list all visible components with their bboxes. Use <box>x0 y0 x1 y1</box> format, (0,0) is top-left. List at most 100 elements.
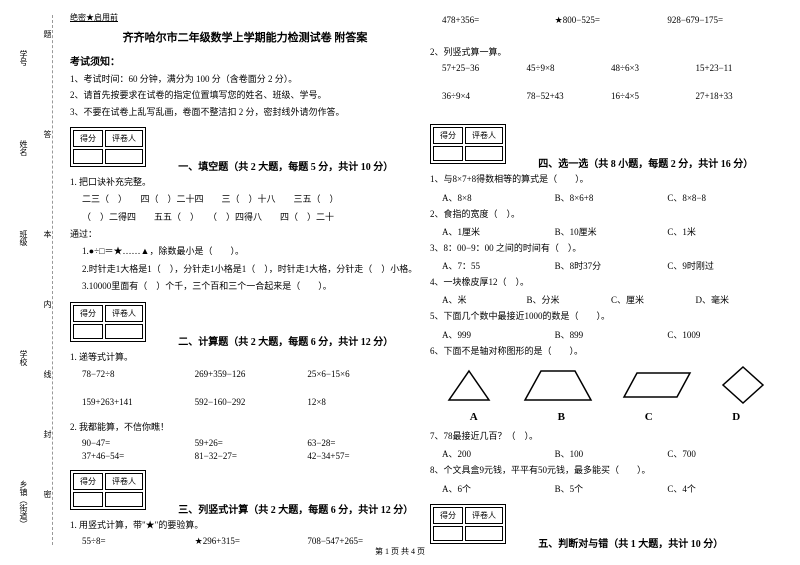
question: 2、列竖式算一算。 <box>430 45 780 60</box>
side-label: 学号 <box>18 50 29 66</box>
side-label: 姓名 <box>18 140 29 156</box>
seal-line <box>52 15 53 545</box>
calc-item: 592−160−292 <box>195 397 308 407</box>
option: C、8×8−8 <box>667 191 780 204</box>
seal-text: 内 <box>42 300 53 308</box>
calc-item: 81−32−27= <box>195 451 308 461</box>
calc-item: 78−52+43 <box>527 91 612 101</box>
page-footer: 第 1 页 共 4 页 <box>0 546 800 557</box>
option: A、999 <box>442 328 555 341</box>
shape-label: C <box>605 411 693 423</box>
question: 2. 我都能算，不信你瞧！ <box>70 420 420 435</box>
calc-item: 48÷6×3 <box>611 63 696 73</box>
option: A、7：55 <box>442 259 555 272</box>
shapes-row <box>430 365 780 405</box>
option: D、毫米 <box>696 293 781 306</box>
question: 8、个文具盒9元钱，平平有50元钱，最多能买（ ）。 <box>430 463 780 478</box>
exam-title: 齐齐哈尔市二年级数学上学期能力检测试卷 附答案 <box>70 29 420 45</box>
side-label: 乡镇（街道） <box>18 480 29 528</box>
grader-label: 评卷人 <box>465 507 503 524</box>
option: A、米 <box>442 293 527 306</box>
trapezoid-icon <box>523 368 593 403</box>
seal-text: 密 <box>42 490 53 498</box>
option: B、5个 <box>555 482 668 495</box>
calc-item: 45÷9×8 <box>527 63 612 73</box>
left-column: 绝密★启用前 齐齐哈尔市二年级数学上学期能力检测试卷 附答案 考试须知： 1、考… <box>70 12 430 550</box>
calc-item: 42−34+57= <box>307 451 420 461</box>
seal-text: 线 <box>42 370 53 378</box>
calc-item: 37+46−54= <box>82 451 195 461</box>
seal-text: 封 <box>42 430 53 438</box>
grader-label: 评卷人 <box>105 305 143 322</box>
score-box: 得分评卷人 <box>70 302 146 342</box>
parallelogram-icon <box>622 370 692 400</box>
calc-item: 63−28= <box>307 438 420 448</box>
option: A、200 <box>442 447 555 460</box>
question: 3、8：00−9：00 之间的时间有（ ）。 <box>430 241 780 256</box>
notice-item: 1、考试时间：60 分钟，满分为 100 分（含卷面分 2 分）。 <box>70 72 420 86</box>
binding-margin: 学号 姓名 班级 学校 乡镇（街道） 题 答 本 内 线 封 密 <box>0 0 60 565</box>
question-line: 二三（ ） 四（ ）二十四 三（ ）十八 三五（ ） <box>70 192 420 207</box>
score-label: 得分 <box>73 130 103 147</box>
question: 7、78最接近几百？（ ）。 <box>430 429 780 444</box>
calc-item: 269+359−126 <box>195 369 308 379</box>
grader-label: 评卷人 <box>465 127 503 144</box>
option: A、1厘米 <box>442 225 555 238</box>
question-line: 3.10000里面有（ ）个千，三个百和三个一合起来是（ ）。 <box>70 279 420 294</box>
grader-label: 评卷人 <box>105 473 143 490</box>
calc-item: 478+356= <box>442 15 555 26</box>
question-line: （ ）二得四 五五（ ） （ ）四得八 四（ ）二十 <box>70 210 420 225</box>
section-heading: 四、选一选（共 8 小题，每题 2 分，共计 16 分） <box>538 159 753 170</box>
side-label: 学校 <box>18 350 29 366</box>
option: C、1009 <box>667 328 780 341</box>
option: A、6个 <box>442 482 555 495</box>
question: 5、下面几个数中最接近1000的数是（ ）。 <box>430 309 780 324</box>
option: B、10厘米 <box>555 225 668 238</box>
triangle-icon <box>444 368 494 403</box>
option: C、厘米 <box>611 293 696 306</box>
section-heading: 三、列竖式计算（共 2 大题，每题 6 分，共计 12 分） <box>178 505 413 516</box>
calc-item: 27+18+33 <box>696 91 781 101</box>
option: A、8×8 <box>442 191 555 204</box>
score-label: 得分 <box>73 305 103 322</box>
question: 1. 把口诀补充完整。 <box>70 175 420 190</box>
calc-item: 16÷4×5 <box>611 91 696 101</box>
calc-item: 90−47= <box>82 438 195 448</box>
score-box: 得分评卷人 <box>430 124 506 164</box>
shape-label: A <box>430 411 518 423</box>
question: 4、一块橡皮厚12（ ）。 <box>430 275 780 290</box>
score-label: 得分 <box>433 507 463 524</box>
calc-item: 928−679−175= <box>667 15 780 26</box>
notice-item: 3、不要在试卷上乱写乱画，卷面不整洁扣 2 分，密封线外请勿作答。 <box>70 105 420 119</box>
side-label: 班级 <box>18 230 29 246</box>
question-line: 2.时针走1大格是1（ ），分针走1小格是1（ ），时针走1大格，分针走（ ）小… <box>70 262 420 277</box>
notice-heading: 考试须知： <box>70 53 420 68</box>
score-label: 得分 <box>433 127 463 144</box>
question-line: 1.●÷□＝★……▲，除数最小是（ ）。 <box>70 244 420 259</box>
section-heading: 二、计算题（共 2 大题，每题 6 分，共计 12 分） <box>178 337 393 348</box>
calc-item: 159+263+141 <box>82 397 195 407</box>
option: B、分米 <box>527 293 612 306</box>
option: B、100 <box>555 447 668 460</box>
shape-label: B <box>518 411 606 423</box>
seal-text: 题 <box>42 30 53 38</box>
section-heading: 一、填空题（共 2 大题，每题 5 分，共计 10 分） <box>178 162 393 173</box>
calc-item: 36÷9×4 <box>442 91 527 101</box>
question: 6、下面不是轴对称图形的是（ ）。 <box>430 344 780 359</box>
option: B、8×6+8 <box>555 191 668 204</box>
option: B、8时37分 <box>555 259 668 272</box>
option: B、899 <box>555 328 668 341</box>
seal-text: 答 <box>42 130 53 138</box>
calc-item: 25×6−15×6 <box>307 369 420 379</box>
option: C、4个 <box>667 482 780 495</box>
question: 1. 用竖式计算，带"★"的要验算。 <box>70 518 420 533</box>
calc-item: 15+23−11 <box>696 63 781 73</box>
option: C、1米 <box>667 225 780 238</box>
calc-item: 12×8 <box>307 397 420 407</box>
score-box: 得分评卷人 <box>430 504 506 544</box>
notice-item: 2、请首先按要求在试卷的指定位置填写您的姓名、班级、学号。 <box>70 88 420 102</box>
secret-label: 绝密★启用前 <box>70 12 420 23</box>
score-box: 得分评卷人 <box>70 470 146 510</box>
seal-text: 本 <box>42 230 53 238</box>
score-label: 得分 <box>73 473 103 490</box>
